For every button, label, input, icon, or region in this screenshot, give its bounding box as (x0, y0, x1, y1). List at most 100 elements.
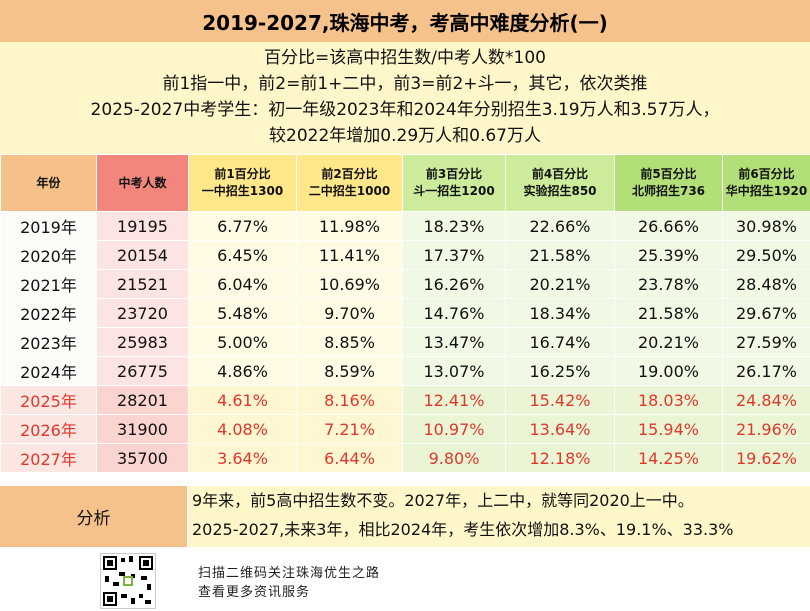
cell-count: 28201 (96, 385, 189, 415)
cell-p5: 20.21% (614, 327, 723, 357)
table-row: 2022年 23720 5.48% 9.70% 14.76% 18.34% 21.58% 29… (0, 298, 810, 328)
table-row: 2026年 31900 4.08% 7.21% 10.97% 13.64% 15.94% 21… (0, 414, 810, 444)
cell-p2: 8.85% (296, 327, 403, 357)
header-p1: 前1百分比 一中招生1300 (188, 154, 297, 212)
cell-p4: 12.18% (505, 443, 615, 473)
cell-p5: 14.25% (614, 443, 723, 473)
cell-p3: 12.41% (402, 385, 506, 415)
cell-p3: 13.07% (402, 356, 506, 386)
cell-p5: 19.00% (614, 356, 723, 386)
cell-year: 2021年 (0, 269, 97, 299)
cell-count: 25983 (96, 327, 189, 357)
cell-p4: 22.66% (505, 211, 615, 241)
cell-p3: 16.26% (402, 269, 506, 299)
cell-p1: 6.77% (188, 211, 297, 241)
analysis-line-2: 2025-2027,未来3年，相比2024年，考生依次增加8.3%、19.1%、… (192, 520, 734, 539)
cell-p2: 7.21% (296, 414, 403, 444)
cell-p6: 30.98% (722, 211, 810, 241)
cell-count: 26775 (96, 356, 189, 386)
header-p6: 前6百分比 华中招生1920 (722, 154, 810, 212)
cell-p6: 19.62% (722, 443, 810, 473)
cell-p6: 26.17% (722, 356, 810, 386)
cell-count: 20154 (96, 240, 189, 270)
intro-panel: 百分比=该高中招生数/中考人数*100 前1指一中，前2=前1+二中，前3=前2… (0, 42, 810, 154)
cell-p5: 18.03% (614, 385, 723, 415)
cell-p3: 17.37% (402, 240, 506, 270)
cell-p4: 20.21% (505, 269, 615, 299)
cell-p1: 4.61% (188, 385, 297, 415)
cell-p4: 16.74% (505, 327, 615, 357)
cell-count: 19195 (96, 211, 189, 241)
difficulty-table: 年份 中考人数 前1百分比 一中招生1300 前2百分比 二中招生1000 前3百分… (0, 154, 810, 473)
cell-p3: 10.97% (402, 414, 506, 444)
table-row: 2027年 35700 3.64% 6.44% 9.80% 12.18% 14.25% 19.… (0, 443, 810, 473)
cell-p6: 21.96% (722, 414, 810, 444)
cell-count: 35700 (96, 443, 189, 473)
analysis-section: 分析 9年来，前5高中招生数不变。2027年，上二中，就等同2020上一中。 2… (0, 486, 810, 547)
cell-p6: 29.50% (722, 240, 810, 270)
cell-p3: 13.47% (402, 327, 506, 357)
header-year: 年份 (0, 154, 97, 212)
cell-p6: 28.48% (722, 269, 810, 299)
cell-p1: 6.04% (188, 269, 297, 299)
cell-p5: 26.66% (614, 211, 723, 241)
cell-p4: 16.25% (505, 356, 615, 386)
intro-line-enrollment: 2025-2027中考学生：初一年级2023年和2024年分别招生3.19万人和… (90, 100, 720, 120)
intro-line-definition: 前1指一中，前2=前1+二中，前3=前2+斗一，其它，依次类推 (162, 74, 648, 94)
table-row: 2020年 20154 6.45% 11.41% 17.37% 21.58% 25.39% 2… (0, 240, 810, 270)
cell-count: 31900 (96, 414, 189, 444)
cell-p6: 27.59% (722, 327, 810, 357)
footer-line-1: 扫描二维码关注珠海优生之路 (198, 566, 381, 581)
cell-p6: 24.84% (722, 385, 810, 415)
cell-year: 2023年 (0, 327, 97, 357)
cell-p6: 29.67% (722, 298, 810, 328)
qr-code-icon (100, 553, 156, 609)
cell-p2: 9.70% (296, 298, 403, 328)
cell-p5: 21.58% (614, 298, 723, 328)
cell-p2: 10.69% (296, 269, 403, 299)
header-p5: 前5百分比 北师招生736 (614, 154, 723, 212)
cell-year: 2026年 (0, 414, 97, 444)
cell-p5: 15.94% (614, 414, 723, 444)
analysis-line-1: 9年来，前5高中招生数不变。2027年，上二中，就等同2020上一中。 (192, 491, 694, 510)
cell-p2: 6.44% (296, 443, 403, 473)
cell-p4: 18.34% (505, 298, 615, 328)
cell-count: 23720 (96, 298, 189, 328)
cell-p3: 9.80% (402, 443, 506, 473)
cell-p5: 25.39% (614, 240, 723, 270)
intro-line-increase: 较2022年增加0.29万人和0.67万人 (269, 126, 541, 146)
cell-p4: 21.58% (505, 240, 615, 270)
header-count: 中考人数 (96, 154, 189, 212)
cell-count: 21521 (96, 269, 189, 299)
cell-p2: 11.41% (296, 240, 403, 270)
cell-year: 2020年 (0, 240, 97, 270)
cell-p2: 8.59% (296, 356, 403, 386)
table-row: 2019年 19195 6.77% 11.98% 18.23% 22.66% 26.66% 3… (0, 211, 810, 241)
page-title: 2019-2027,珠海中考，考高中难度分析(一) (0, 0, 810, 43)
cell-year: 2024年 (0, 356, 97, 386)
header-p4: 前4百分比 实验招生850 (505, 154, 615, 212)
cell-p1: 4.08% (188, 414, 297, 444)
cell-p2: 11.98% (296, 211, 403, 241)
cell-p1: 5.00% (188, 327, 297, 357)
header-p2: 前2百分比 二中招生1000 (296, 154, 403, 212)
cell-p5: 23.78% (614, 269, 723, 299)
analysis-label: 分析 (0, 486, 188, 547)
footer-line-2: 查看更多资讯服务 (198, 585, 311, 600)
header-p3: 前3百分比 斗一招生1200 (402, 154, 506, 212)
table-row: 2023年 25983 5.00% 8.85% 13.47% 16.74% 20.21% 27… (0, 327, 810, 357)
cell-year: 2019年 (0, 211, 97, 241)
cell-p4: 13.64% (505, 414, 615, 444)
intro-line-formula: 百分比=该高中招生数/中考人数*100 (264, 48, 546, 68)
cell-p3: 18.23% (402, 211, 506, 241)
cell-p3: 14.76% (402, 298, 506, 328)
cell-year: 2025年 (0, 385, 97, 415)
table-row: 2021年 21521 6.04% 10.69% 16.26% 20.21% 23.78% 2… (0, 269, 810, 299)
table-row: 2025年 28201 4.61% 8.16% 12.41% 15.42% 18.03% 24… (0, 385, 810, 415)
cell-year: 2022年 (0, 298, 97, 328)
table-header-row: 年份 中考人数 前1百分比 一中招生1300 前2百分比 二中招生1000 前3百分… (0, 154, 810, 212)
cell-year: 2027年 (0, 443, 97, 473)
cell-p2: 8.16% (296, 385, 403, 415)
table-row: 2024年 26775 4.86% 8.59% 13.07% 16.25% 19.00% 26… (0, 356, 810, 386)
